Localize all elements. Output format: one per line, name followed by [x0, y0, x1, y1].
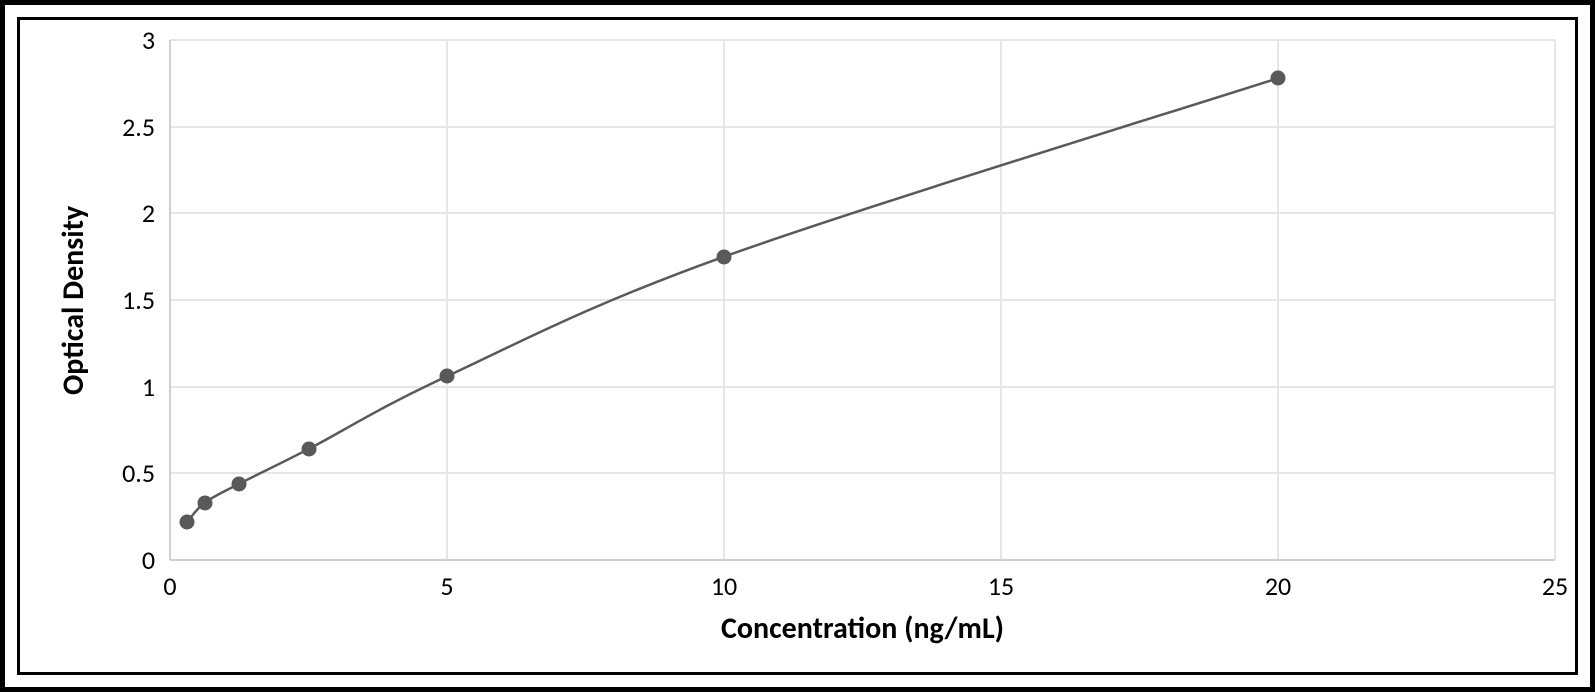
x-tick-label: 15	[988, 570, 1014, 602]
chart-container: 0 5 10 15 20 25 0 0.5 1 1.5 2 2.5 3 Concentration (ng…	[0, 0, 1595, 692]
x-tick-label: 10	[711, 570, 737, 602]
data-point	[180, 514, 195, 529]
data-point	[232, 476, 247, 491]
x-axis-line	[170, 559, 1555, 561]
gridline-horizontal	[170, 39, 1555, 41]
x-tick-label: 20	[1265, 570, 1291, 602]
data-point	[1271, 71, 1286, 86]
gridline-horizontal	[170, 212, 1555, 214]
gridline-horizontal	[170, 386, 1555, 388]
y-axis-title: Optical Density	[55, 205, 92, 394]
y-tick-label: 0.5	[122, 457, 155, 489]
y-tick-label: 1.5	[122, 284, 155, 316]
y-tick-label: 2	[142, 197, 155, 229]
gridline-horizontal	[170, 472, 1555, 474]
y-tick-label: 0	[142, 544, 155, 576]
y-axis-line	[169, 40, 171, 560]
gridline-horizontal	[170, 126, 1555, 128]
y-tick-label: 2.5	[122, 111, 155, 143]
x-tick-label: 0	[163, 570, 176, 602]
gridline-horizontal	[170, 299, 1555, 301]
x-tick-label: 25	[1542, 570, 1568, 602]
x-tick-label: 5	[440, 570, 453, 602]
data-point	[440, 369, 455, 384]
data-point	[197, 495, 212, 510]
data-point	[717, 249, 732, 264]
plot-area	[170, 40, 1555, 560]
y-tick-label: 1	[142, 371, 155, 403]
x-axis-title: Concentration (ng/mL)	[721, 610, 1004, 647]
data-point	[301, 442, 316, 457]
y-tick-label: 3	[142, 24, 155, 56]
